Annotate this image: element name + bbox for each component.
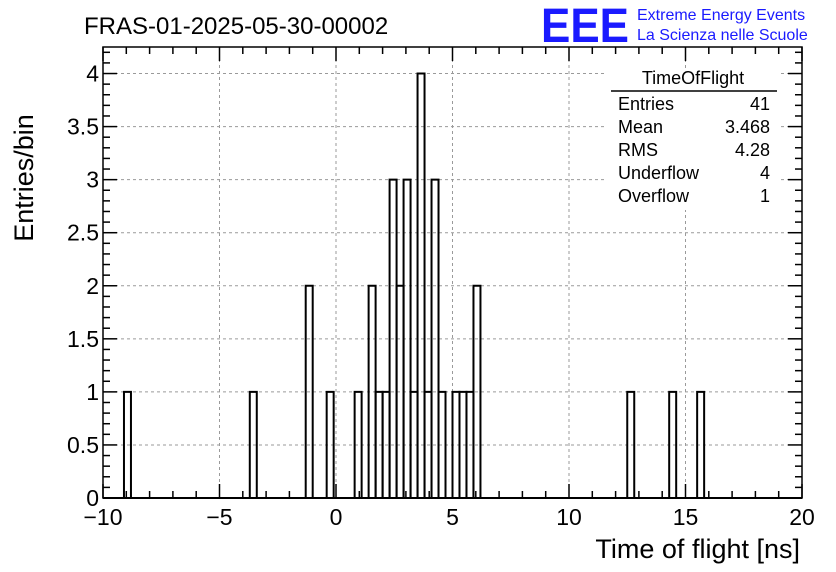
histogram-bin bbox=[416, 72, 426, 498]
eee-logo: EEE Extreme Energy Events La Scienza nel… bbox=[541, 0, 808, 53]
x-tick-label: 0 bbox=[330, 504, 343, 530]
y-axis-label: Entries/bin bbox=[9, 114, 39, 242]
stats-row-label: Overflow bbox=[618, 186, 690, 206]
logo-line-2: La Scienza nelle Scuole bbox=[637, 27, 808, 44]
histogram-bin bbox=[668, 390, 678, 498]
stats-row-label: Mean bbox=[618, 117, 663, 137]
y-tick-label: 2.5 bbox=[67, 220, 99, 246]
stats-row-label: Entries bbox=[618, 94, 674, 114]
y-tick-label: 0.5 bbox=[67, 432, 99, 458]
chart-title: FRAS-01-2025-05-30-00002 bbox=[84, 13, 388, 40]
histogram-bin bbox=[402, 178, 412, 498]
x-tick-label: −10 bbox=[83, 504, 122, 530]
histogram-bin bbox=[325, 390, 335, 498]
stats-row-value: 4.28 bbox=[735, 140, 770, 160]
x-tick-label: 20 bbox=[789, 504, 815, 530]
y-tick-label: 3.5 bbox=[67, 114, 99, 140]
x-tick-label: 5 bbox=[446, 504, 459, 530]
stats-box-rows: Entries 41 Mean 3.468 RMS 4.28 Underflow 4 Overf… bbox=[618, 94, 770, 206]
y-tick-label: 0 bbox=[86, 485, 99, 511]
stats-row-value: 41 bbox=[750, 94, 770, 114]
tick-labels: −10 −5 0 5 10 15 20 0 0.5 1 1.5 2 2.5 3 3.5 4 bbox=[67, 61, 815, 530]
histogram-bin bbox=[430, 178, 440, 498]
x-tick-label: 10 bbox=[556, 504, 582, 530]
stats-row-value: 3.468 bbox=[725, 117, 770, 137]
y-tick-label: 1.5 bbox=[67, 326, 99, 352]
y-tick-label: 2 bbox=[86, 273, 99, 299]
histogram-bin bbox=[696, 390, 706, 498]
histogram-bin bbox=[122, 390, 132, 498]
histogram-bin bbox=[248, 390, 258, 498]
stats-row-label: Underflow bbox=[618, 163, 700, 183]
stats-row-value: 1 bbox=[760, 186, 770, 206]
histogram-bins bbox=[103, 72, 802, 499]
stats-row-label: RMS bbox=[618, 140, 658, 160]
stats-row-value: 4 bbox=[760, 163, 770, 183]
logo-line-1: Extreme Energy Events bbox=[637, 7, 805, 24]
x-tick-label: −5 bbox=[206, 504, 232, 530]
histogram-bin bbox=[353, 390, 363, 498]
histogram-bin bbox=[437, 390, 447, 498]
grid-lines bbox=[103, 47, 802, 498]
x-tick-label: 15 bbox=[673, 504, 699, 530]
y-tick-label: 4 bbox=[86, 61, 99, 87]
logo-mark: EEE bbox=[541, 0, 629, 53]
histogram-bin bbox=[626, 390, 636, 498]
stats-box-title: TimeOfFlight bbox=[642, 68, 744, 88]
y-tick-label: 1 bbox=[86, 379, 99, 405]
x-axis-label: Time of flight [ns] bbox=[595, 534, 800, 564]
y-tick-label: 3 bbox=[86, 167, 99, 193]
histogram-bin bbox=[472, 284, 482, 498]
axes bbox=[102, 46, 803, 499]
histogram-bin bbox=[304, 284, 314, 498]
